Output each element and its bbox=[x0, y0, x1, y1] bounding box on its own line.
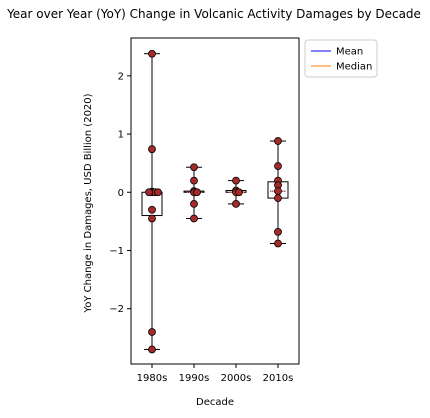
x-tick-label: 1980s bbox=[137, 373, 168, 384]
data-point bbox=[235, 188, 243, 197]
y-axis-label: YoY Change in Damages, USD Billion (2020… bbox=[83, 93, 94, 313]
data-point bbox=[193, 188, 201, 197]
data-point bbox=[274, 239, 282, 248]
y-tick-label: −1 bbox=[109, 246, 124, 257]
data-point bbox=[154, 188, 162, 197]
data-point bbox=[148, 214, 156, 223]
y-tick-label: −2 bbox=[109, 304, 124, 315]
data-point bbox=[274, 162, 282, 170]
data-point bbox=[274, 194, 282, 202]
data-point bbox=[274, 227, 282, 236]
data-point bbox=[148, 145, 156, 154]
data-point bbox=[232, 176, 240, 185]
plot-area: −2 −1 0 1 2 1980s 1990s 2000s 2010s bbox=[109, 37, 300, 384]
legend-box bbox=[304, 39, 378, 78]
data-point bbox=[145, 188, 153, 197]
legend: Mean Median bbox=[304, 39, 378, 78]
x-tick-label: 2010s bbox=[263, 373, 294, 384]
data-point bbox=[148, 345, 156, 354]
data-point bbox=[148, 205, 156, 214]
data-point bbox=[232, 200, 240, 208]
x-tick-label: 1990s bbox=[179, 373, 210, 384]
data-point bbox=[274, 137, 282, 145]
legend-label: Median bbox=[336, 62, 372, 73]
y-tick-label: 2 bbox=[118, 71, 124, 82]
axes-frame bbox=[130, 37, 300, 365]
y-tick-label: 0 bbox=[118, 188, 124, 199]
data-point bbox=[190, 176, 198, 185]
x-axis-label: Decade bbox=[196, 397, 234, 408]
data-point bbox=[190, 214, 198, 223]
data-point bbox=[148, 328, 156, 336]
data-point bbox=[190, 163, 198, 172]
data-point bbox=[148, 49, 156, 58]
legend-label: Mean bbox=[336, 47, 363, 58]
data-point bbox=[190, 200, 198, 208]
x-tick-label: 2000s bbox=[221, 373, 252, 384]
data-point bbox=[274, 187, 282, 196]
chart-title: Year over Year (YoY) Change in Volcanic … bbox=[6, 7, 421, 21]
y-tick-label: 1 bbox=[118, 130, 124, 141]
